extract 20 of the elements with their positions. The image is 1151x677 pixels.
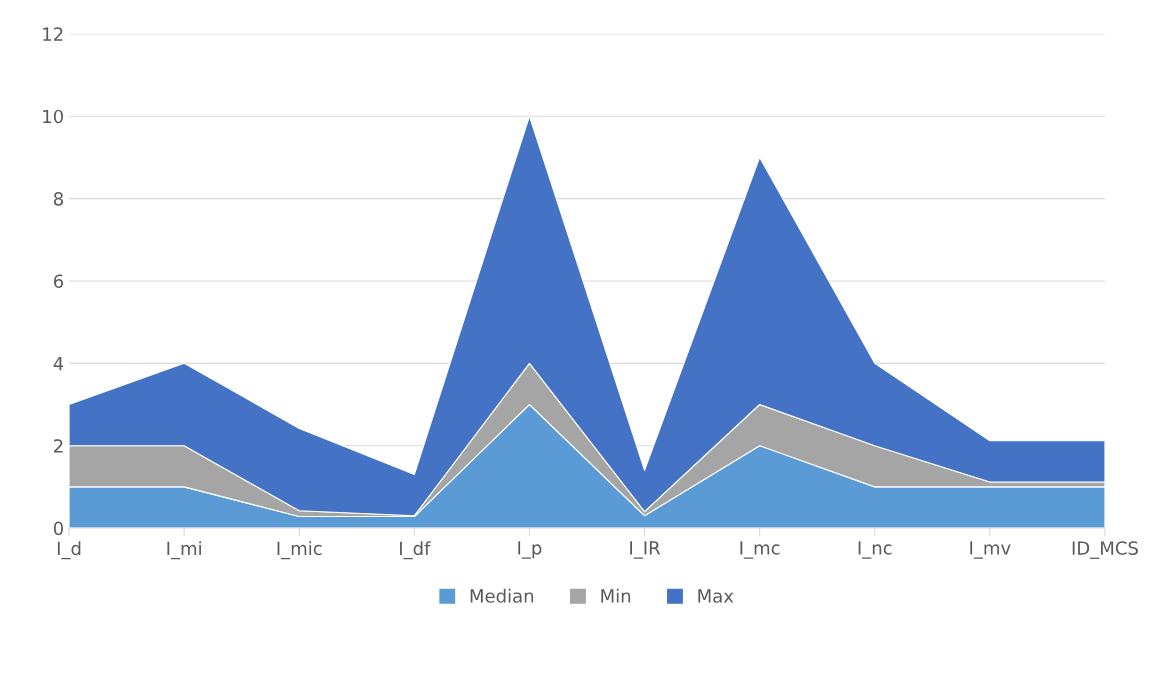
y-tick-label: 0 <box>53 521 63 536</box>
y-tick-label: 6 <box>53 274 64 289</box>
y-tick-label: 8 <box>53 192 63 206</box>
x-tick-label: I_p <box>518 541 542 559</box>
x-tick-label: I_nc <box>858 541 892 559</box>
x-tick-label: I_d <box>57 541 81 560</box>
x-tick-label: I_mc <box>740 541 780 559</box>
x-tick-label: ID_MCS <box>1072 541 1138 559</box>
x-tick-label: I_df <box>400 541 431 560</box>
x-tick-label: I_mic <box>277 541 322 560</box>
x-tick-label: I_mv <box>970 541 1011 559</box>
y-tick-label: 4 <box>53 357 64 371</box>
legend-label: Min <box>601 588 631 603</box>
legend-label: Median <box>470 588 534 603</box>
x-tick-label: I_IR <box>630 541 661 559</box>
y-tick-label: 10 <box>43 109 63 124</box>
x-tick-label: I_mi <box>167 541 201 560</box>
legend-label: Max <box>698 589 734 603</box>
y-tick-label: 2 <box>54 439 63 453</box>
y-tick-label: 12 <box>43 27 63 41</box>
